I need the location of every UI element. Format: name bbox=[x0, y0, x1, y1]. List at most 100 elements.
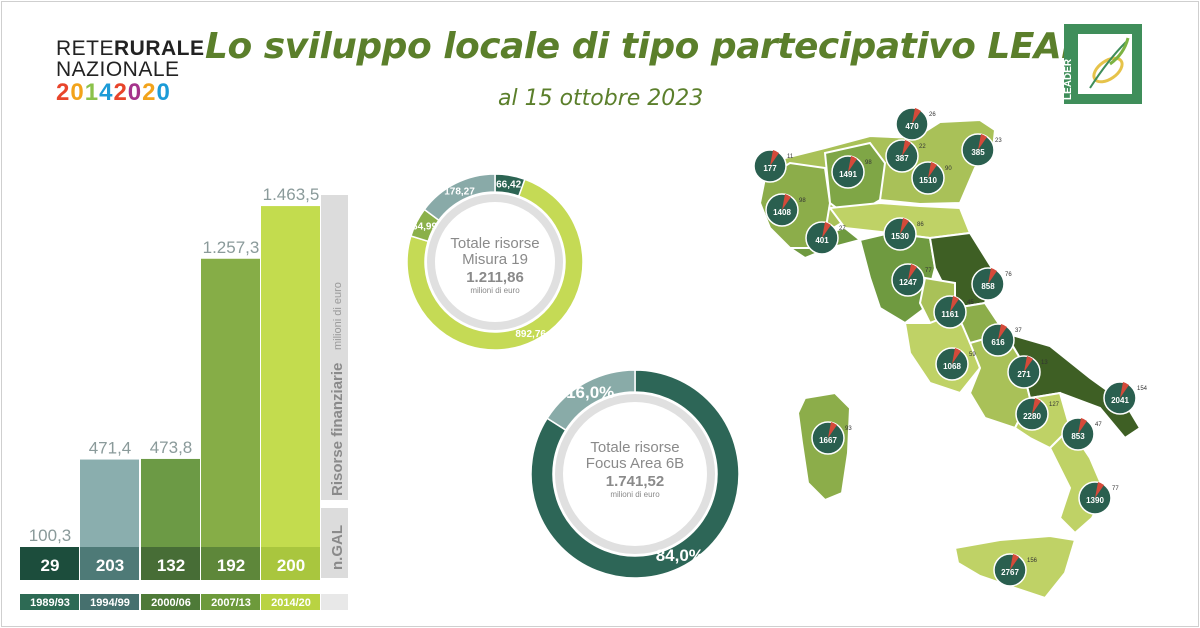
marker-gal-count: 77 bbox=[1112, 486, 1119, 492]
donut-center-unit: milioni di euro bbox=[610, 490, 660, 499]
marker-pie-slice bbox=[848, 156, 857, 172]
donut-center-total: 1.211,86 bbox=[466, 269, 524, 286]
marker-gal-count: 22 bbox=[919, 144, 926, 150]
logo-line1: RETERURALE bbox=[56, 37, 204, 60]
donut-center-subtitle: Focus Area 6B bbox=[586, 455, 684, 472]
marker-gal-count: 93 bbox=[845, 426, 852, 432]
donut-slice bbox=[546, 369, 636, 432]
donut-slice-label: 16,0% bbox=[566, 383, 614, 402]
bar-gal-label: 192 bbox=[217, 556, 245, 575]
bar-value-label: 471,4 bbox=[89, 439, 132, 458]
donut-slice bbox=[530, 369, 740, 579]
bar-gal-label: 132 bbox=[157, 556, 185, 575]
logo-year-digit: 2 bbox=[142, 79, 157, 106]
marker-pie-slice bbox=[988, 268, 997, 284]
region-marker: 1491 98 bbox=[831, 155, 872, 189]
marker-value: 387 bbox=[895, 154, 909, 163]
year-cell bbox=[261, 594, 320, 610]
marker-pie-slice bbox=[822, 222, 831, 238]
marker-gal-count: 27 bbox=[839, 226, 846, 232]
logo-year-digit: 1 bbox=[84, 79, 100, 106]
region-marker: 2041 154 bbox=[1103, 381, 1148, 415]
region-marker: 1408 98 bbox=[765, 193, 806, 227]
bar-chart: 100,3 29 1989/93 471,4 203 1994/99 473,8 132 200… bbox=[20, 185, 348, 610]
marker-gal-count: 76 bbox=[1005, 272, 1012, 278]
region-marker: 1530 86 bbox=[883, 217, 924, 251]
marker-value: 2041 bbox=[1111, 396, 1129, 405]
marker-gal-count: 59 bbox=[969, 352, 976, 358]
logo-line2: NAZIONALE bbox=[56, 58, 180, 81]
year-cell bbox=[141, 594, 200, 610]
marker-pie-slice bbox=[770, 150, 779, 166]
marker-gal-count: 13 bbox=[1041, 360, 1048, 366]
bar-value-label: 473,8 bbox=[150, 438, 193, 457]
region-marker: 1510 90 bbox=[911, 161, 952, 195]
marker-value: 1161 bbox=[941, 310, 959, 319]
logo-years: 20142020 bbox=[56, 80, 196, 106]
marker-value: 2767 bbox=[1001, 568, 1019, 577]
year-cell bbox=[20, 594, 79, 610]
marker-value: 1247 bbox=[899, 278, 917, 287]
year-column bbox=[321, 594, 348, 610]
marker-gal-count: 127 bbox=[1049, 402, 1060, 408]
marker-gal-count: 23 bbox=[995, 138, 1002, 144]
page-title: Lo sviluppo locale di tipo partecipativo… bbox=[205, 26, 1143, 67]
donut-center-title: Totale risorse bbox=[450, 235, 539, 252]
donut-center-total: 1.741,52 bbox=[606, 473, 664, 490]
year-label: 2007/13 bbox=[211, 597, 251, 609]
marker-gal-count: 90 bbox=[945, 166, 952, 172]
marker-pie-slice bbox=[952, 348, 961, 364]
marker-pie-slice bbox=[998, 324, 1007, 340]
bar-risorse bbox=[141, 458, 200, 547]
donut-center-title: Totale risorse bbox=[590, 439, 679, 456]
bar-risorse bbox=[201, 258, 260, 547]
marker-pie-slice bbox=[900, 218, 909, 234]
year-cell bbox=[201, 594, 260, 610]
bar-gal-label: 200 bbox=[277, 556, 305, 575]
region-marker: 1068 59 bbox=[935, 347, 976, 381]
region-marker: 387 22 bbox=[885, 139, 926, 173]
marker-gal-count: 45 bbox=[967, 300, 974, 306]
region-marker: 616 37 bbox=[981, 323, 1022, 357]
marker-pie-slice bbox=[1032, 398, 1041, 414]
logo-year-digit: 0 bbox=[127, 79, 143, 106]
donut-hole bbox=[435, 202, 555, 322]
year-cell bbox=[80, 594, 139, 610]
bar-risorse bbox=[80, 459, 139, 547]
marker-pie-slice bbox=[828, 422, 837, 438]
leader-logo: LEADER bbox=[1063, 24, 1142, 104]
rete-rurale-logo: RETERURALE NAZIONALE 20142020 bbox=[56, 37, 204, 106]
marker-value: 1667 bbox=[819, 436, 837, 445]
year-label: 1989/93 bbox=[30, 597, 70, 609]
marker-pie-slice bbox=[912, 108, 921, 124]
marker-gal-count: 77 bbox=[925, 268, 932, 274]
marker-value: 385 bbox=[971, 148, 985, 157]
marker-value: 470 bbox=[905, 122, 919, 131]
logo-rete: RETE bbox=[56, 37, 115, 60]
bar-gal-label: 29 bbox=[41, 556, 60, 575]
marker-pie-slice bbox=[950, 296, 959, 312]
marker-gal-count: 37 bbox=[1015, 328, 1022, 334]
bar-gal bbox=[201, 547, 260, 580]
y-axis-unit: milioni di euro bbox=[332, 282, 344, 350]
marker-gal-count: 26 bbox=[929, 112, 936, 118]
marker-gal-count: 98 bbox=[865, 160, 872, 166]
marker-gal-count: 47 bbox=[1095, 422, 1102, 428]
region-marker: 401 27 bbox=[805, 221, 846, 255]
donut-slice bbox=[406, 178, 584, 351]
marker-value: 1491 bbox=[839, 170, 857, 179]
region-marker: 470 26 bbox=[895, 107, 936, 141]
bar-value-label: 1.463,5 bbox=[263, 185, 320, 204]
region-marker: 858 76 bbox=[971, 267, 1012, 301]
marker-pie-slice bbox=[978, 134, 987, 150]
bar-value-label: 1.257,3 bbox=[203, 238, 260, 257]
page-subtitle: al 15 ottobre 2023 bbox=[498, 86, 704, 111]
bar-gal bbox=[261, 547, 320, 580]
region-marker: 1247 77 bbox=[891, 263, 932, 297]
marker-gal-count: 11 bbox=[787, 154, 794, 160]
donut-center-unit: milioni di euro bbox=[470, 286, 520, 295]
ylabel-column bbox=[321, 195, 348, 500]
logo-rurale: RURALE bbox=[114, 37, 205, 60]
marker-value: 1510 bbox=[919, 176, 937, 185]
